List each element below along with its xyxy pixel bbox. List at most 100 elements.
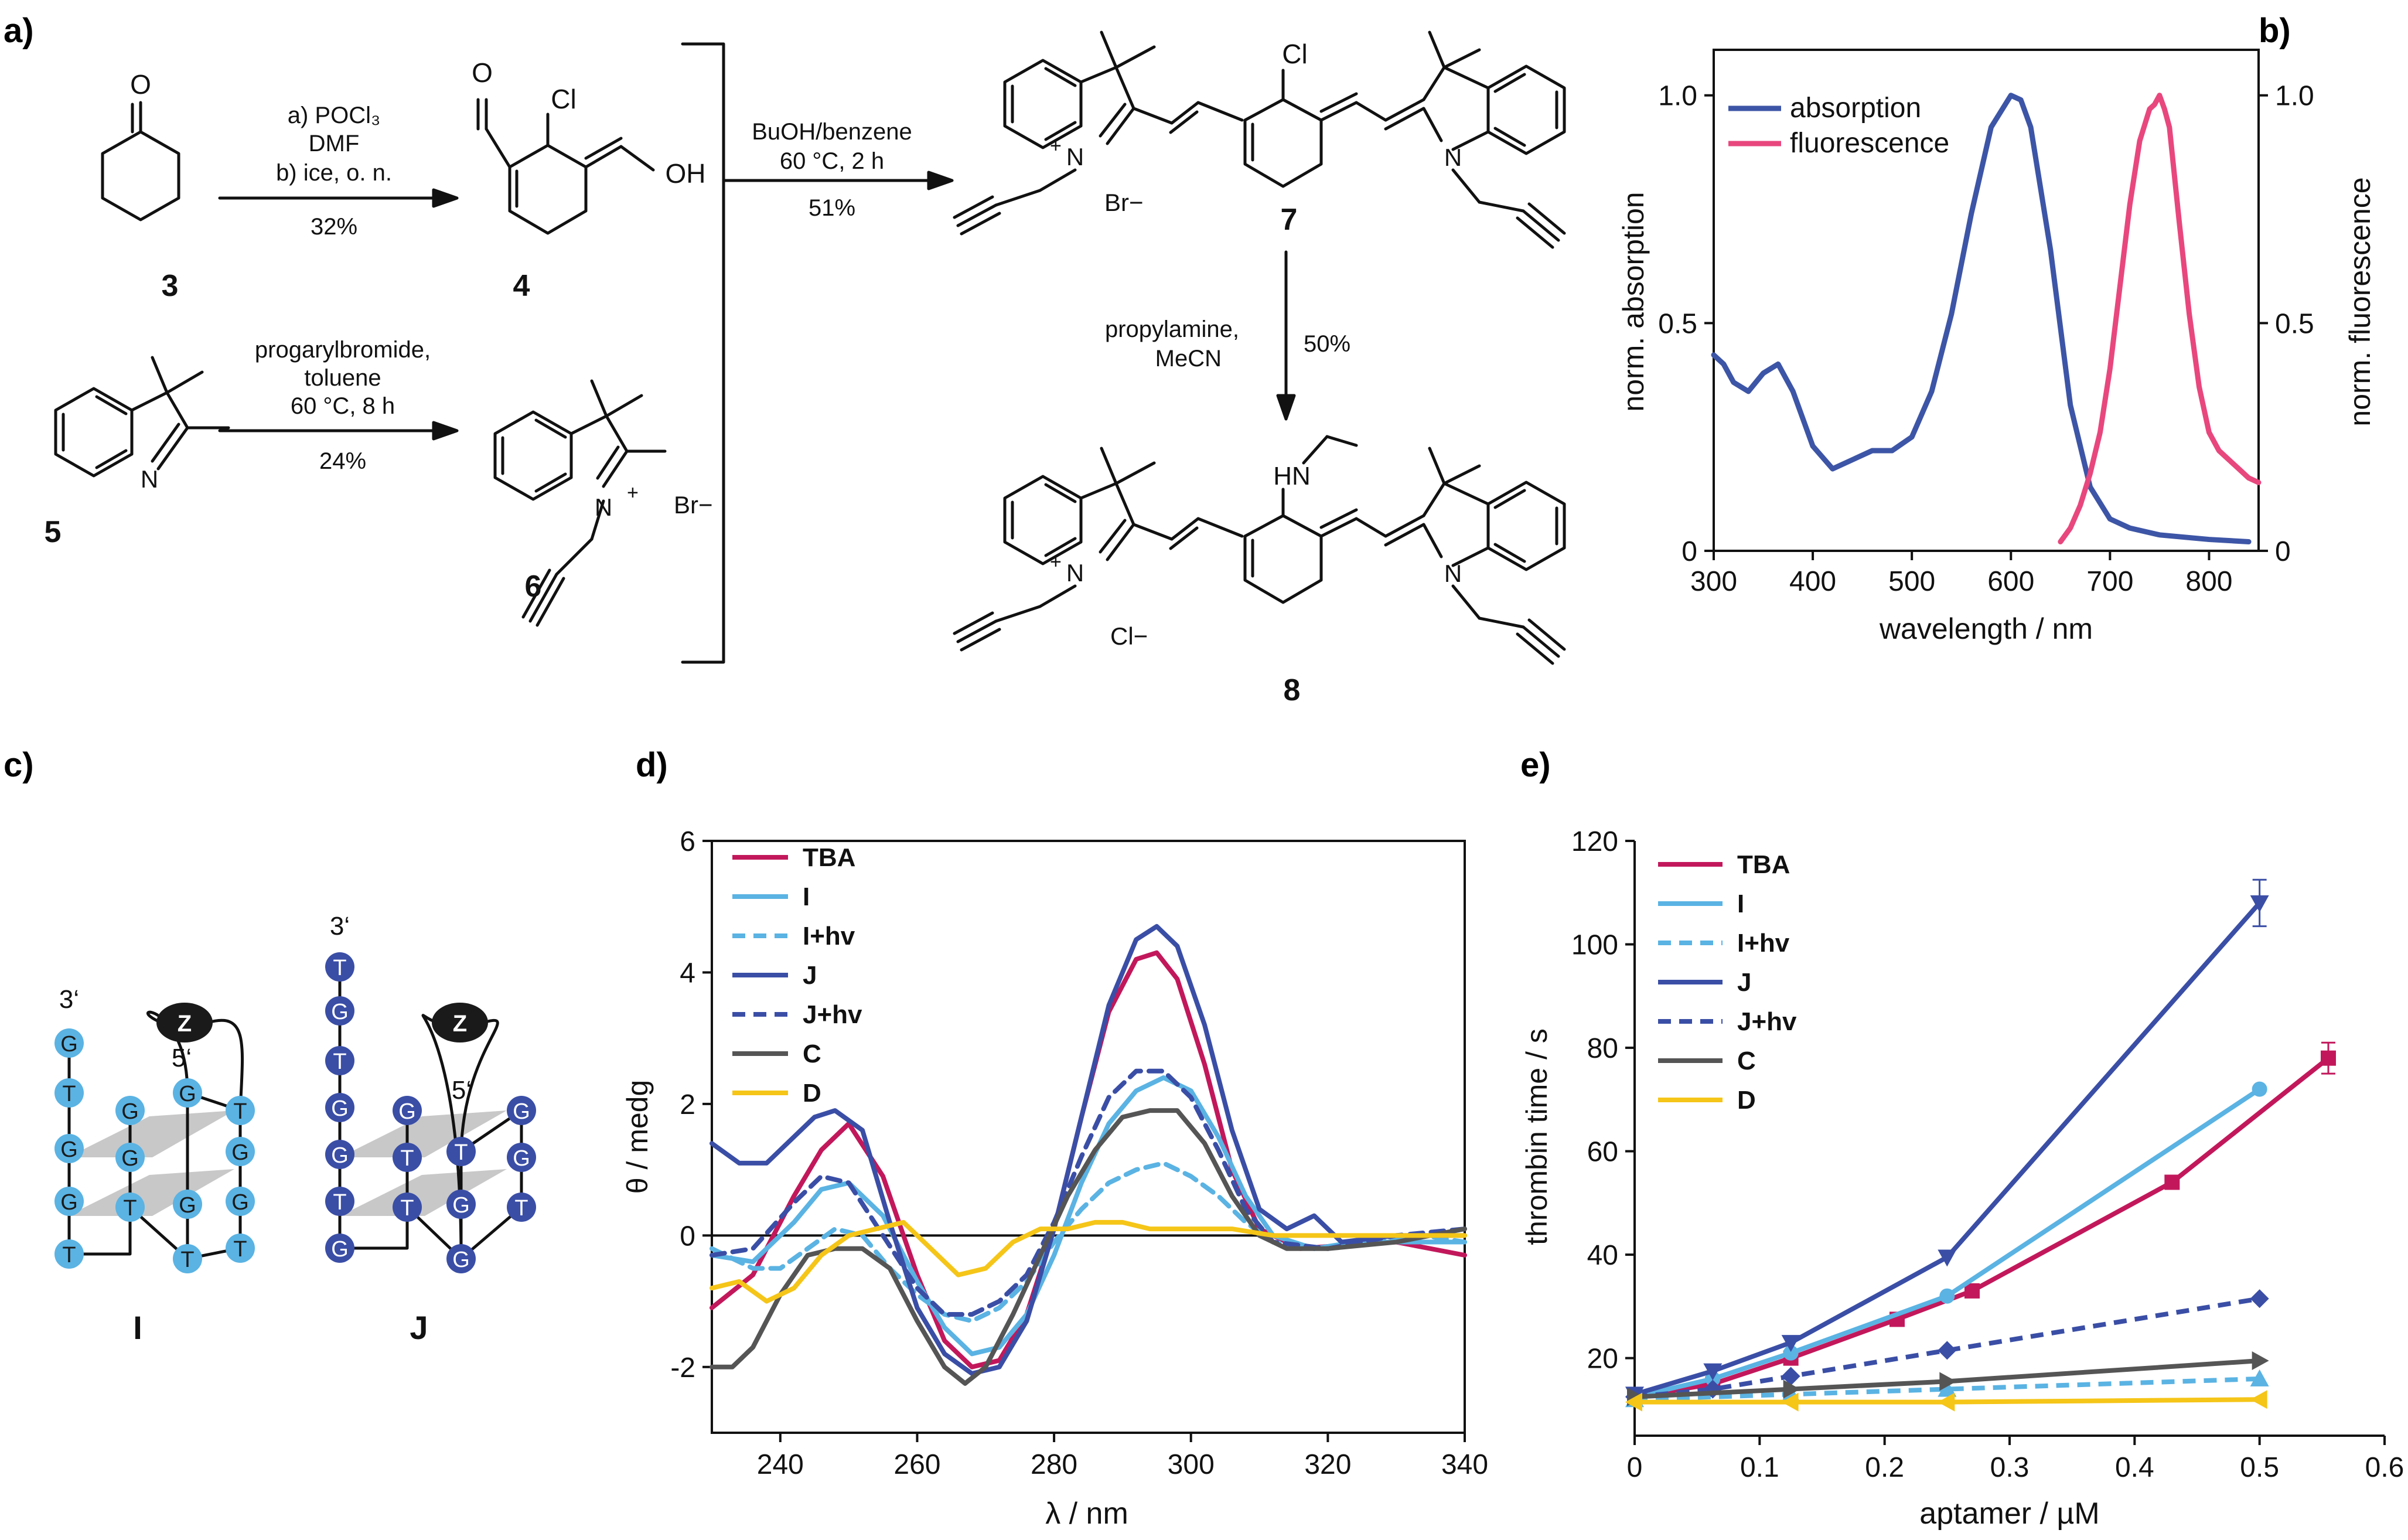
counterion-cl-8: Cl− [1110,622,1148,650]
thrombin-point-j [1781,1335,1800,1352]
g-quadruplex-diagrams: ZGTGGTGGTTGGTGGT3‘5‘IZTGTGGTGGTTGGTGGT3‘… [54,912,536,1346]
nucleotide-letter: G [452,1248,470,1272]
z-linker-label: Z [453,1011,467,1037]
cd-legend-label-j-hv: J+hv [803,1000,862,1029]
thrombin-series-i-hv [1634,1376,2260,1402]
thrombin-legend-label-j: J [1737,968,1751,997]
thrombin-xtick-label: 0 [1627,1452,1643,1483]
thrombin-legend-label-i: I [1737,890,1744,918]
tetrad-plane [67,1169,234,1216]
spectrum-xlabel: wavelength / nm [1879,612,2093,645]
nucleotide-t [446,1137,476,1166]
thrombin-series-d [1635,1397,2260,1405]
thrombin-point-i-hv [2250,1369,2269,1386]
nucleotide-letter: T [62,1082,76,1106]
cd-ytick-label: 0 [680,1221,695,1252]
tetrad-plane [340,1169,507,1216]
nucleotide-letter: G [231,1140,249,1165]
thrombin-point-j [1938,1249,1957,1267]
legend-label-absorption: absorption [1790,93,1921,124]
thrombin-legend-label-i-hv: I+hv [1737,929,1790,958]
spectrum-xtick-label: 600 [1987,566,2034,597]
nucleotide-letter: G [121,1099,139,1124]
nucleotide-letter: G [452,1193,470,1218]
nucleotide-g [173,1078,202,1108]
nucleotide-g [507,1143,536,1172]
nucleotide-letter: G [331,1096,349,1121]
step3-reagent-1: BuOH/benzene [752,119,912,145]
nucleotide-g [507,1096,536,1125]
nucleotide-t [54,1239,84,1269]
compound-label-6: 6 [525,570,542,604]
step1-reagent-1: a) POCl₃ [288,103,381,128]
structure-4 [476,98,655,235]
atom-oh-4: OH [666,158,706,189]
thrombin-xtick-label: 0.4 [2115,1452,2154,1483]
spectrum-ytick-label-right: 0.5 [2275,308,2314,339]
thrombin-ytick-label: 20 [1587,1344,1618,1375]
thrombin-ytick-label: 120 [1571,826,1618,857]
cd-chart: 240 260 280 300 320 340 -2 0 2 4 6 TBA I I+hv J J+hv CD… [621,826,1488,1531]
thrombin-point-j-hv [2250,1289,2269,1309]
nucleotide-g [226,1187,255,1216]
spectrum-ytick-label-right: 1.0 [2275,81,2314,112]
nucleotide-letter: G [179,1193,196,1218]
structure-7 [953,30,1566,249]
quadruplex-label: J [410,1309,428,1346]
nucleotide-letter: G [60,1137,78,1162]
cd-xtick-label: 320 [1304,1449,1351,1480]
nucleotide-letter: T [180,1248,194,1272]
atom-o-4: O [472,57,493,88]
thrombin-point-i [2252,1081,2267,1097]
spectrum-series-absorption [1711,93,2252,544]
thrombin-xtick-label: 0.5 [2240,1452,2279,1483]
thrombin-point-d [1781,1392,1799,1412]
tetrad-plane [340,1110,507,1157]
step2-reagent-1: progarylbromide, [255,337,431,363]
compound-label-8: 8 [1284,673,1301,707]
cd-xtick-label: 280 [1031,1449,1077,1480]
thrombin-chart: 0 0.1 0.2 0.3 0.4 0.5 0.6 20 40 60 80 100 120 TBA I I+… [1520,826,2404,1531]
nucleotide-letter: G [398,1099,416,1124]
thrombin-ytick-label: 60 [1587,1137,1618,1168]
thrombin-point-c [1783,1379,1800,1399]
nucleotide-g [325,1093,354,1122]
panel-label-e: e) [1520,746,1551,784]
cd-legend-label-i-hv: I+hv [803,922,855,950]
legend-label-fluorescence: fluorescence [1790,128,1949,159]
nucleotide-g [446,1244,476,1273]
cd-ytick-label: -2 [670,1352,695,1384]
spectrum-ytick-label-left: 1.0 [1658,81,1697,112]
nucleotide-t [54,1078,84,1108]
panel-label-b: b) [2259,12,2291,50]
thrombin-point-d [1938,1392,1955,1412]
panel-label-a: a) [4,12,34,50]
compound-label-7: 7 [1281,203,1298,237]
step2-reagent-3: 60 °C, 8 h [291,393,395,419]
thrombin-point-tba [1964,1283,1980,1299]
cd-legend-label-i: I [803,883,810,911]
backbone [67,1043,242,1260]
atom-n-5: N [141,465,158,493]
thrombin-ytick-label: 40 [1587,1240,1618,1271]
nucleotide-letter: G [331,1237,349,1262]
counterion-br-6: Br− [674,491,713,519]
cd-series-j [710,924,1467,1376]
thrombin-ytick-label: 80 [1587,1033,1618,1064]
cd-legend-label-c: C [803,1040,821,1068]
thrombin-series-c [1634,1358,2260,1399]
spectrum-ytick-label-right: 0 [2275,536,2291,567]
nucleotide-letter: G [231,1190,249,1215]
nucleotide-letter: T [62,1243,76,1268]
cd-xlabel: λ / nm [1045,1497,1128,1531]
z-linker-badge [432,1003,488,1042]
cd-legend-label-d: D [803,1079,821,1108]
charge-plus-8: + [1050,551,1062,573]
atom-n-7: N [1444,144,1462,171]
nucleotide-letter: T [233,1237,247,1262]
thrombin-xtick-label: 0.2 [1865,1452,1904,1483]
nucleotide-g [54,1134,84,1163]
cd-ytick-label: 4 [680,958,695,989]
